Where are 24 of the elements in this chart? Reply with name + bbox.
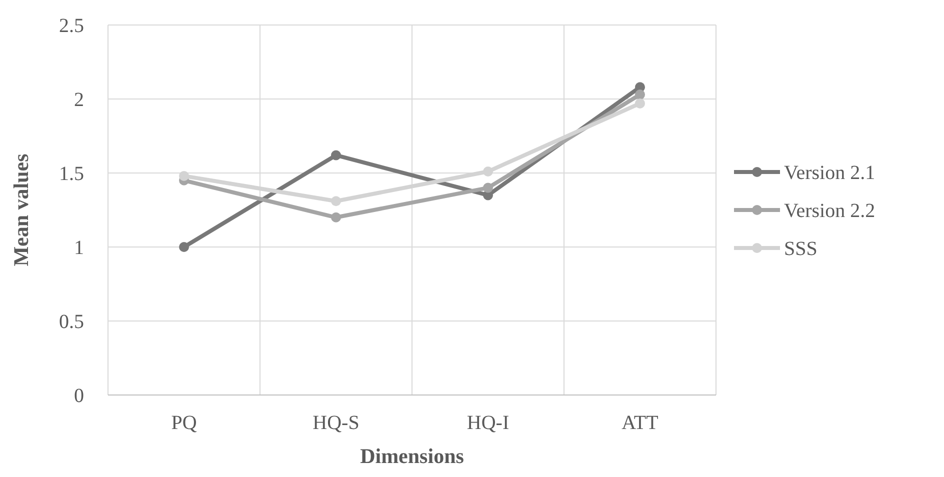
- legend-label: SSS: [784, 238, 818, 260]
- x-tick-label: HQ-S: [312, 412, 360, 434]
- point: [635, 98, 645, 108]
- point: [635, 90, 645, 100]
- x-tick-label: PQ: [171, 412, 198, 434]
- legend-label: Version 2.1: [784, 162, 876, 184]
- point: [179, 242, 189, 252]
- y-tick-label: 0: [74, 385, 84, 407]
- y-tick-label: 1: [74, 237, 84, 259]
- point: [179, 170, 189, 181]
- x-axis-title: Dimensions: [360, 444, 464, 468]
- point: [483, 166, 493, 177]
- point: [331, 212, 341, 222]
- y-tick-label: 1.5: [59, 163, 84, 185]
- y-tick-label: 2.5: [59, 15, 84, 37]
- point: [331, 150, 341, 160]
- y-axis-title: Mean values: [9, 154, 33, 266]
- y-tick-label: 2: [74, 89, 84, 111]
- point: [483, 182, 493, 193]
- point: [331, 196, 341, 206]
- legend-label: Version 2.2: [784, 200, 876, 222]
- x-tick-label: HQ-I: [466, 412, 510, 434]
- x-tick-label: ATT: [622, 412, 658, 434]
- y-tick-label: 0.5: [59, 311, 84, 333]
